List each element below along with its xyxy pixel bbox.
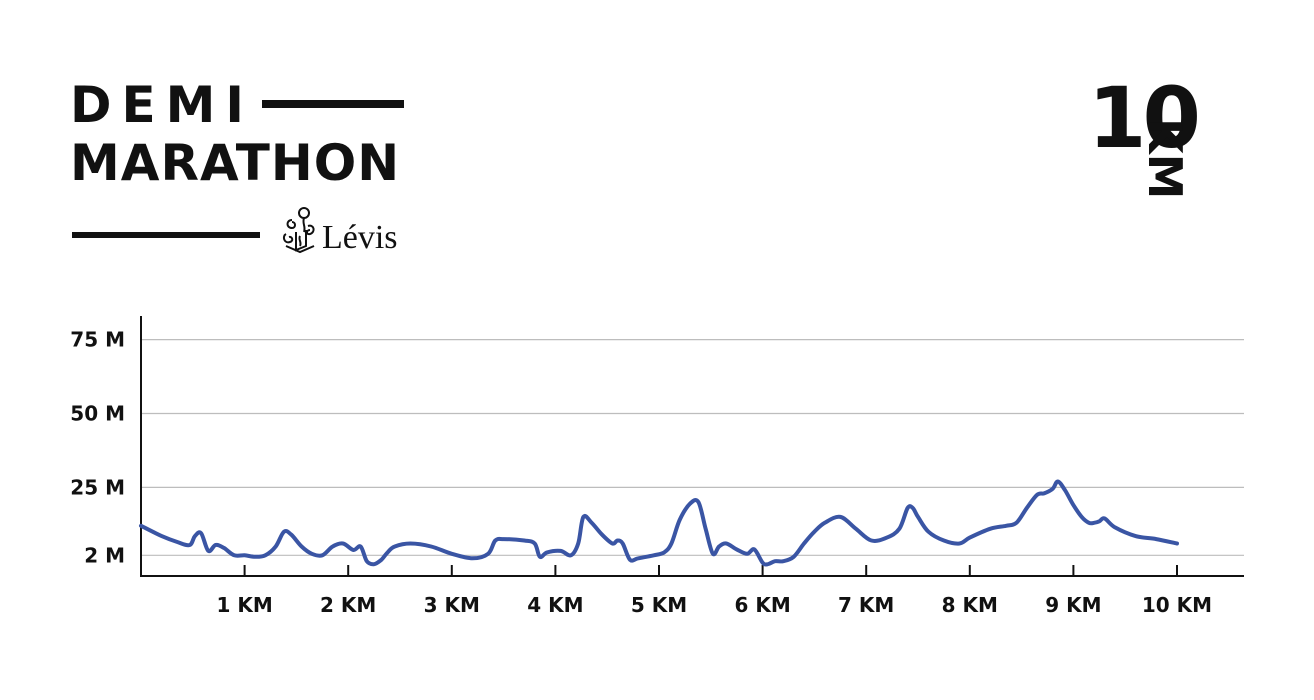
- title-rule: [262, 100, 404, 108]
- y-axis-ticks: 2 M 25 M 50 M 75 M: [70, 328, 125, 568]
- x-tick-label: 5 KM: [631, 593, 687, 617]
- elevation-line: [139, 479, 1179, 567]
- gridlines: [141, 339, 1244, 556]
- x-tick-label: 10 KM: [1142, 593, 1212, 617]
- logo-underline: [72, 232, 260, 238]
- city-emblem-icon: [282, 207, 315, 254]
- x-tick-label: 7 KM: [838, 593, 894, 617]
- city-logo: Lévis: [280, 206, 410, 256]
- y-tick-label: 50 M: [70, 402, 125, 426]
- x-tick-label: 4 KM: [527, 593, 583, 617]
- y-tick-label: 25 M: [70, 475, 125, 499]
- x-tick-label: 1 KM: [216, 593, 272, 617]
- x-axis-ticks: 1 KM 2 KM 3 KM 4 KM 5 KM 6 KM 7 KM 8 KM 9 KM 10 K…: [216, 565, 1212, 617]
- y-tick-label: 75 M: [70, 328, 125, 352]
- distance-number: 10: [1088, 69, 1201, 167]
- city-name: Lévis: [322, 219, 398, 256]
- title-line1: DEMI: [70, 76, 255, 134]
- x-tick-label: 6 KM: [734, 593, 790, 617]
- axes: [140, 316, 1244, 577]
- x-tick-label: 8 KM: [942, 593, 998, 617]
- x-tick-label: 2 KM: [320, 593, 376, 617]
- title-line2: MARATHON: [70, 134, 401, 192]
- y-tick-label: 2 M: [84, 543, 125, 567]
- x-tick-label: 9 KM: [1045, 593, 1101, 617]
- x-tick-label: 3 KM: [424, 593, 480, 617]
- series-layer: [139, 479, 1179, 567]
